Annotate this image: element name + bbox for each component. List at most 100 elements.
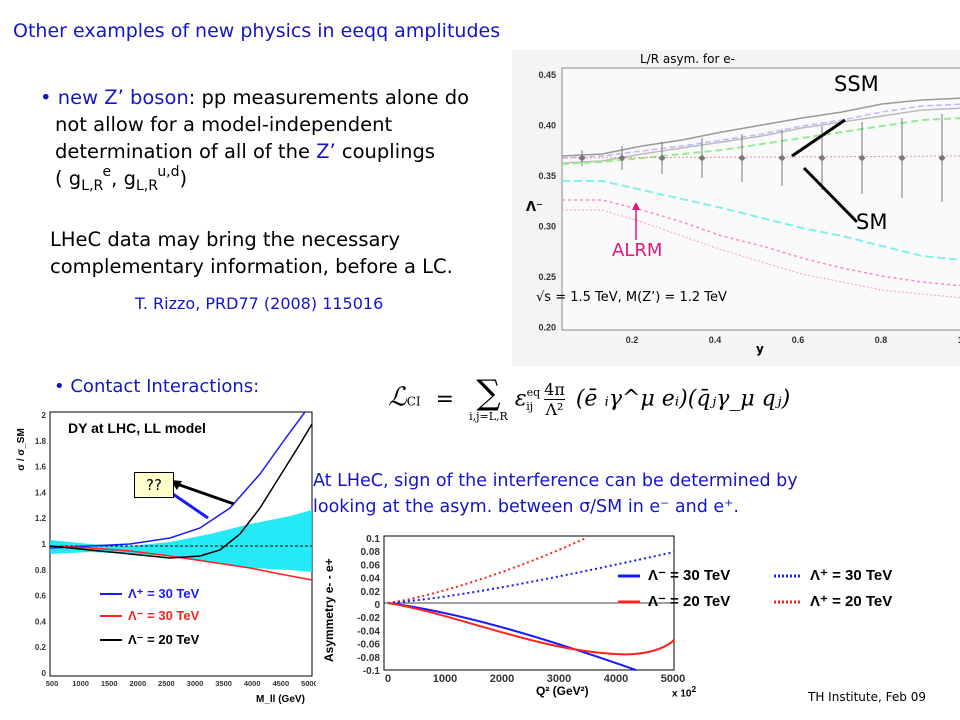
lambda-minus-30-curve [387, 602, 637, 671]
ee-y-tick: 0.1 [366, 534, 380, 545]
ee-legend-1: Λ⁻ = 30 TeV [648, 567, 731, 584]
dy-y-tick: 1.4 [35, 488, 47, 497]
sm-point [938, 154, 946, 162]
ssm-histogram-line [561, 97, 960, 157]
lambda-minus-20-curve [387, 602, 675, 656]
dy-y-tick: 0.6 [35, 592, 47, 601]
footer-text: TH Institute, Feb 09 [808, 690, 926, 704]
sm-point [778, 154, 786, 162]
lhec-sign-line2: looking at the asym. between σ/SM in e⁻ … [313, 497, 739, 517]
sm-point [658, 154, 666, 162]
lhec-sign-text: At LHeC, sign of the interference can be… [313, 468, 798, 520]
ee-y-tick: -0.1 [363, 666, 381, 677]
lambda-minus-20-curve [49, 423, 313, 559]
coupling-formula: ( gL,Re, gL,Ru,d) [55, 164, 188, 194]
asym-x-tick: 0.2 [626, 335, 639, 345]
dy-y-axis-label: σ / σ_SM [15, 428, 27, 471]
question-box: ?? [134, 472, 174, 498]
sm-data-points [578, 114, 946, 202]
dy-y-tick: 0.4 [35, 617, 47, 626]
zprime-line3a: determination of all of the [55, 140, 317, 163]
asym-y-tick: 0.20 [538, 323, 556, 333]
zprime-text1: : pp measurements alone do [188, 86, 470, 109]
ee-y-tick: 0.04 [361, 574, 381, 585]
asym-x-tick: 0.8 [875, 335, 888, 345]
asym-ee-plot: 0.1 0.08 0.06 0.04 0.02 0 -0.02 -0.04 -0.06 -0.08… [322, 530, 936, 700]
ssm-label: SSM [834, 72, 879, 96]
ee-x-tick: 4000 [604, 673, 628, 685]
asym-y-tick: 0.30 [538, 222, 556, 232]
ee-x-scale: x 102 [672, 684, 697, 700]
asym-x-tick: 0.6 [792, 335, 805, 345]
sm-point [818, 154, 826, 162]
sm-label: SM [856, 210, 888, 234]
lr-asymmetry-svg: 0.45 0.40 0.35 0.30 0.25 0.20 0.2 0.4 0.6 0.8 1.0 [538, 67, 960, 345]
dy-lhc-plot: 2 1.8 1.6 1.4 1.2 1 0.8 0.6 0.4 0.2 0 500 1000 1500 2… [10, 404, 318, 710]
contact-label: Contact Interactions: [70, 376, 260, 397]
contact-bullet: • Contact Interactions: [54, 376, 260, 397]
ee-y-tick: 0.06 [361, 560, 381, 571]
ee-x-tick: 0 [385, 673, 391, 685]
dy-y-tick: 1.8 [35, 437, 47, 446]
ee-legend-3: Λ⁻ = 20 TeV [648, 593, 731, 610]
asym-y-tick: 0.45 [538, 70, 556, 80]
ssm-histogram-dashed [561, 103, 960, 159]
ee-x-tick: 5000 [661, 673, 685, 685]
ee-legend-4: Λ⁺ = 20 TeV [810, 593, 893, 610]
sm-point [898, 154, 906, 162]
zprime-intro: new Z’ boson [57, 86, 189, 109]
asym-y-tick: 0.40 [538, 121, 556, 131]
dy-x-tick: 4000 [244, 679, 261, 688]
ssm-histogram-line-2 [561, 107, 960, 164]
dy-x-tick: 4500 [272, 679, 289, 688]
sm-line [561, 155, 960, 159]
zprime-line2: not allow for a model-independent [55, 113, 393, 136]
dy-plot-svg: 2 1.8 1.6 1.4 1.2 1 0.8 0.6 0.4 0.2 0 500 1000 1500 2… [35, 411, 318, 688]
ssm-arrow [791, 118, 846, 158]
lambda-plus-20-curve [387, 537, 587, 604]
dy-x-tick: 5000 [301, 679, 316, 688]
ee-y-tick: 0.02 [361, 587, 381, 598]
dy-y-tick: 0.8 [35, 566, 47, 575]
dy-plot-title: DY at LHC, LL model [68, 420, 206, 436]
lambda-plus-30-curve [387, 551, 675, 604]
dy-x-tick: 2500 [158, 679, 175, 688]
dy-y-tick: 1.2 [35, 514, 47, 523]
plot-footnote: √s = 1.5 TeV, M(Z’) = 1.2 TeV [536, 290, 727, 305]
sm-point [698, 154, 706, 162]
question-arrow-black [173, 481, 235, 506]
ee-y-axis-label: Asymmetry e- - e+ [322, 558, 336, 662]
ssm-histogram-green [561, 117, 960, 165]
y-axis-label: Λ⁻ [526, 200, 543, 215]
dy-x-tick: 1000 [72, 679, 89, 688]
reference-citation: T. Rizzo, PRD77 (2008) 115016 [135, 294, 384, 313]
lambda-plus-30-curve [49, 411, 306, 549]
dy-y-tick: 0.2 [35, 643, 47, 652]
ee-y-tick: -0.04 [357, 626, 380, 637]
dy-y-tick: 1 [42, 540, 47, 549]
lambda-minus-30-curve [49, 545, 313, 581]
ee-y-tick: 0 [374, 600, 380, 611]
ee-x-axis-label: Q² (GeV²) [536, 684, 589, 698]
alrm-histogram-pink-2 [562, 209, 960, 299]
dy-x-tick: 2000 [129, 679, 146, 688]
question-arrow-blue [169, 490, 209, 520]
asym-x-tick: 0.4 [709, 335, 722, 345]
asym-y-tick: 0.35 [538, 171, 556, 181]
dy-legend-3: Λ⁻ = 20 TeV [128, 632, 200, 647]
sm-point [578, 154, 586, 162]
dy-legend-2: Λ⁻ = 30 TeV [128, 608, 200, 623]
dy-y-tick: 2 [42, 411, 47, 420]
alrm-label: ALRM [612, 240, 663, 261]
alrm-histogram-pink [562, 199, 960, 287]
asym-ee-svg: 0.1 0.08 0.06 0.04 0.02 0 -0.02 -0.04 -0.06 -0.08… [357, 534, 802, 685]
dy-x-tick: 1500 [101, 679, 118, 688]
dy-x-tick: 3500 [215, 679, 232, 688]
ee-x-tick: 1000 [433, 673, 457, 685]
lr-asymmetry-plot: 0.45 0.40 0.35 0.30 0.25 0.20 0.2 0.4 0.6 0.8 1.0… [512, 50, 960, 366]
slide-title: Other examples of new physics in eeqq am… [13, 20, 501, 42]
dy-y-tick: 0 [42, 669, 47, 678]
x-axis-label: y [756, 342, 764, 356]
dy-x-axis-label: M_ll (GeV) [256, 694, 305, 705]
sm-point [738, 154, 746, 162]
